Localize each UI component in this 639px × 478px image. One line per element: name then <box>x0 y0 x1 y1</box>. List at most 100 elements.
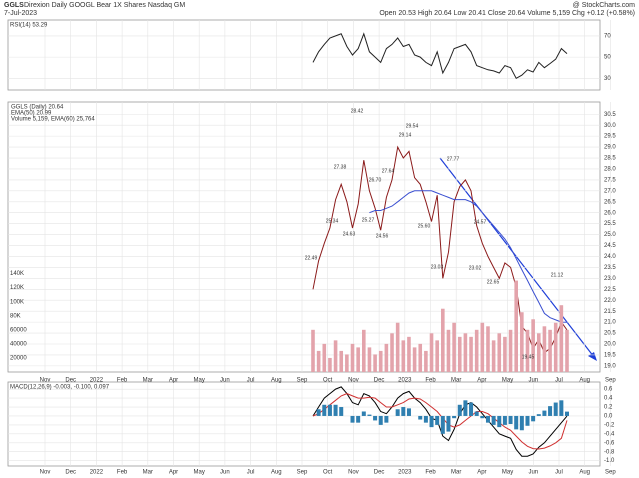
x-tick-label: Mar <box>451 470 461 476</box>
x-tick-label: 2023 <box>398 378 412 384</box>
histogram-bar <box>485 415 490 423</box>
volume-bar <box>373 354 377 372</box>
histogram-bar <box>565 411 569 416</box>
volume-bar <box>452 322 456 372</box>
histogram-bar <box>356 415 361 423</box>
histogram-bar <box>423 415 428 423</box>
y-tick-label: 26.5 <box>604 199 616 205</box>
x-tick-label: Dec <box>374 378 385 384</box>
source: @ StockCharts.com <box>573 2 636 9</box>
x-tick-label: Jul <box>555 378 563 384</box>
pane-title: MACD(12,26,9) -0.003, -0.100, 0.097 <box>10 385 110 391</box>
volume-tick-label: 60000 <box>10 327 27 333</box>
x-tick-label: Aug <box>271 470 282 476</box>
volume-tick-label: 120K <box>10 285 24 291</box>
histogram-bar <box>446 415 451 432</box>
histogram-bar <box>350 415 355 423</box>
legend-entry: Volume 5,159, EMA(60) 25,764 <box>11 117 95 123</box>
y-tick-label: 23.0 <box>604 276 616 282</box>
y-tick-label: -0.2 <box>604 422 615 428</box>
histogram-bar <box>519 415 524 431</box>
x-tick-label: Feb <box>425 470 436 476</box>
legend-entry: GGLS (Daily) 20.64 <box>11 105 64 111</box>
histogram-bar <box>508 415 513 424</box>
histogram-bar <box>553 402 558 416</box>
volume-bar <box>316 350 321 372</box>
volume-tick-label: 20000 <box>10 356 27 362</box>
y-tick-label: 26.0 <box>604 210 616 216</box>
x-tick-label: May <box>194 470 205 476</box>
volume-bar <box>525 329 530 372</box>
volume-bar <box>542 326 547 372</box>
x-tick-label: Jul <box>247 378 255 384</box>
y-tick-label: 22.0 <box>604 298 616 304</box>
volume-bar <box>401 340 406 372</box>
histogram-bar <box>548 406 553 416</box>
series-line <box>369 190 568 323</box>
histogram-bar <box>327 404 332 416</box>
y-tick-label: 19.0 <box>604 363 616 369</box>
histogram-bar <box>491 415 496 425</box>
price-annotation: 23.03 <box>431 264 444 270</box>
x-tick-label: 2023 <box>398 470 412 476</box>
y-tick-label: 23.5 <box>604 265 616 271</box>
legend-entry: EMA(50) 20.99 <box>11 111 52 117</box>
volume-bar <box>322 343 327 372</box>
x-tick-label: Jul <box>555 470 563 476</box>
volume-tick-label: 80K <box>10 313 21 319</box>
x-tick-label: Jun <box>220 378 230 384</box>
volume-bar <box>356 347 360 372</box>
price-pane <box>7 101 601 373</box>
price-annotation: 23.02 <box>469 265 482 271</box>
y-tick-label: 21.5 <box>604 309 616 315</box>
price-annotation: 25.27 <box>362 217 375 223</box>
histogram-bar <box>401 407 406 416</box>
volume-bar <box>497 333 502 372</box>
y-tick-label: -1.0 <box>604 458 615 464</box>
price-annotation: 24.57 <box>474 219 487 225</box>
histogram-bar <box>542 410 547 416</box>
x-tick-label: Apr <box>169 470 178 476</box>
x-tick-label: Nov <box>40 378 51 384</box>
volume-bar <box>503 336 507 372</box>
volume-bar <box>384 343 389 372</box>
x-tick-label: Mar <box>143 470 153 476</box>
series-line <box>312 145 568 354</box>
volume-bar <box>441 308 445 372</box>
histogram-bar <box>502 415 507 425</box>
x-tick-label: Apr <box>477 470 486 476</box>
x-tick-label: Mar <box>143 378 153 384</box>
x-tick-label: May <box>194 378 205 384</box>
trend-arrow <box>588 352 597 361</box>
fund-name: Direxion Daily GOOGL Bear 1X Shares Nasd… <box>24 2 185 9</box>
x-tick-label: Sep <box>605 378 616 384</box>
volume-bar <box>429 333 434 372</box>
y-tick-label: 25.0 <box>604 232 616 238</box>
y-tick-label: 29.5 <box>604 134 616 140</box>
x-tick-label: Oct <box>323 470 333 476</box>
price-annotation: 25.34 <box>326 218 339 224</box>
volume-bar <box>418 343 423 372</box>
histogram-bar <box>384 415 389 423</box>
histogram-bar <box>497 415 502 428</box>
series-line <box>312 386 568 457</box>
x-tick-label: Aug <box>271 378 282 384</box>
histogram-bar <box>457 404 462 416</box>
x-tick-label: Oct <box>323 378 333 384</box>
price-annotation: 24.63 <box>343 231 356 237</box>
y-tick-label: 24.5 <box>604 243 616 249</box>
x-tick-label: Aug <box>579 378 590 384</box>
y-tick-label: 28.5 <box>604 156 616 162</box>
x-tick-label: Sep <box>297 378 308 384</box>
histogram-bar <box>531 415 536 422</box>
macd-pane <box>7 381 601 467</box>
histogram-bar <box>361 411 366 416</box>
volume-bar <box>424 350 428 372</box>
volume-bar <box>480 322 485 372</box>
x-tick-label: Apr <box>169 378 178 384</box>
volume-bar <box>339 350 344 372</box>
x-tick-label: 2022 <box>90 470 104 476</box>
volume-bar <box>474 329 479 372</box>
volume-bar <box>520 312 524 372</box>
